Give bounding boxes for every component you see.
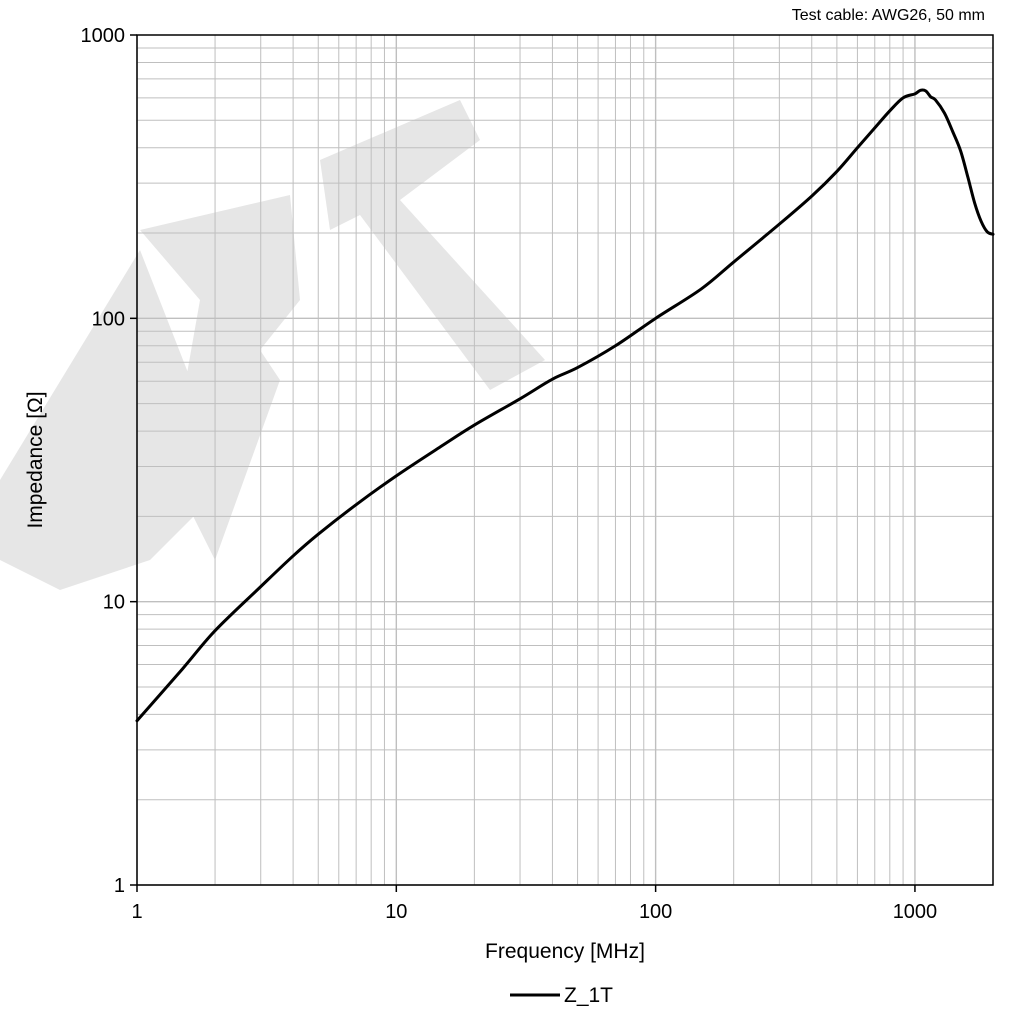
x-tick-labels: 1 10 100 1000 — [131, 885, 937, 923]
y-axis-title: Impedance [Ω] — [24, 391, 47, 528]
y-tick-label: 10 — [103, 592, 125, 614]
watermark-letter-a — [0, 250, 230, 590]
watermark-letter-f — [140, 195, 300, 560]
watermark-letter-t — [320, 100, 545, 390]
grid-major — [136, 35, 993, 886]
legend-label: Z_1T — [564, 984, 613, 1007]
x-tick-label: 100 — [639, 901, 672, 923]
x-tick-label: 1000 — [893, 901, 938, 923]
x-axis-title: Frequency [MHz] — [485, 940, 645, 963]
x-tick-label: 10 — [385, 901, 407, 923]
y-tick-label: 100 — [92, 308, 125, 330]
legend: Z_1T — [510, 984, 613, 1007]
y-tick-labels: 1 10 100 1000 — [81, 25, 137, 897]
grid-minor — [137, 35, 994, 885]
y-tick-label: 1 — [114, 875, 125, 897]
plot-frame — [136, 34, 994, 886]
test-cable-note: Test cable: AWG26, 50 mm — [792, 7, 985, 24]
x-tick-label: 1 — [131, 901, 142, 923]
series-line-z-1t — [135, 88, 995, 723]
y-tick-label: 1000 — [81, 25, 126, 47]
watermark — [0, 100, 545, 590]
